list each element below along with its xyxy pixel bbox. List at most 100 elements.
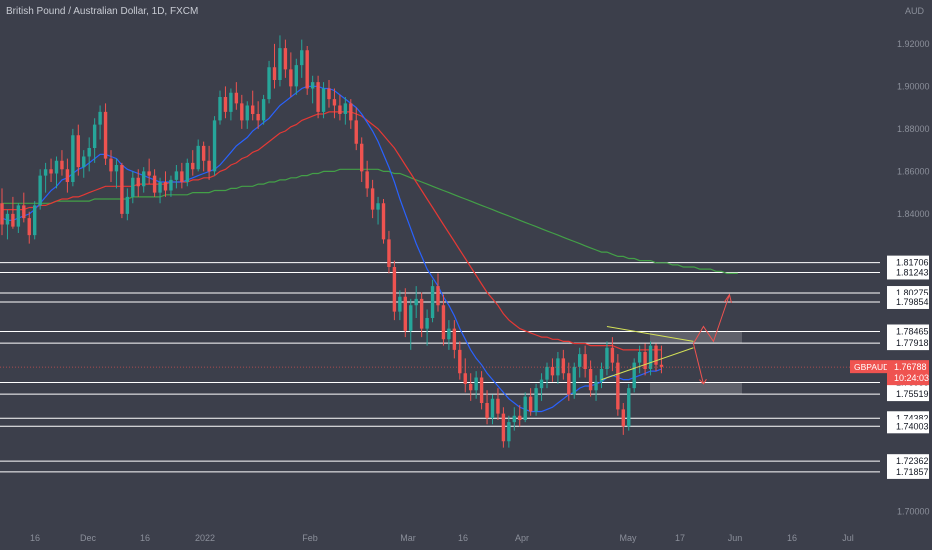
candle-body: [185, 162, 189, 182]
candle: [463, 358, 467, 393]
candle: [109, 150, 113, 182]
candle: [60, 150, 64, 176]
candle-body: [305, 50, 309, 89]
candle-body: [452, 328, 457, 350]
candle: [567, 362, 571, 401]
x-tick-label: Mar: [400, 533, 416, 543]
candle: [616, 354, 620, 416]
candle: [594, 375, 598, 401]
candle: [152, 169, 157, 197]
candle: [441, 294, 446, 346]
candle-body: [33, 205, 37, 236]
candle: [610, 337, 615, 372]
candle-body: [474, 377, 478, 391]
candle: [387, 230, 391, 274]
candle-body: [92, 124, 97, 148]
candle-body: [632, 362, 636, 389]
candle: [583, 345, 587, 378]
candle-body: [643, 352, 647, 369]
candle: [229, 88, 233, 121]
candle: [27, 211, 31, 244]
candle: [212, 116, 217, 176]
candle: [142, 167, 146, 193]
candle: [349, 99, 353, 129]
candle-body: [398, 296, 402, 312]
candle: [147, 158, 151, 185]
candle: [207, 145, 211, 180]
candle-body: [245, 105, 249, 121]
candle-body: [158, 182, 162, 193]
candle: [82, 150, 86, 178]
candle: [261, 94, 266, 125]
candle: [419, 292, 424, 338]
candle: [22, 192, 26, 223]
candle: [310, 75, 315, 104]
candle: [512, 407, 516, 431]
candle: [125, 188, 130, 221]
candle-body: [147, 171, 151, 176]
candle-body: [201, 145, 206, 161]
candle-body: [278, 48, 282, 80]
x-tick-label: 17: [675, 533, 685, 543]
level-price-tag: [887, 387, 929, 402]
candle-body: [207, 160, 211, 172]
candle-body: [27, 218, 31, 236]
x-tick-label: Dec: [80, 533, 97, 543]
candle: [11, 196, 15, 229]
candle: [430, 279, 435, 323]
chart-title: British Pound / Australian Dollar, 1D, F…: [6, 6, 199, 17]
candle-body: [463, 373, 467, 384]
candle-body: [469, 383, 473, 391]
candle-body: [300, 50, 304, 66]
candle: [485, 390, 489, 425]
candle-body: [82, 156, 86, 168]
x-tick-label: 16: [458, 533, 468, 543]
bullish-projection-arrow: [693, 294, 730, 344]
candle-body: [234, 92, 239, 104]
candle: [201, 141, 206, 172]
candle-body: [648, 345, 653, 369]
candle: [605, 341, 609, 376]
candle: [92, 118, 97, 163]
ma-fast-line: [1, 85, 662, 413]
candle: [479, 371, 484, 410]
candle: [659, 345, 664, 374]
candle-body: [0, 203, 4, 225]
candle: [234, 82, 239, 110]
candle: [174, 165, 179, 189]
candle: [436, 273, 440, 312]
candle-body: [599, 369, 604, 382]
candle: [327, 80, 331, 108]
candle: [87, 137, 91, 172]
candle: [561, 349, 566, 380]
candle-body: [583, 354, 587, 369]
candle: [452, 320, 457, 359]
level-price-label: 1.81706: [896, 258, 929, 268]
candle-body: [572, 366, 576, 395]
candle-body: [49, 169, 53, 174]
candle: [256, 101, 260, 129]
candle-body: [578, 354, 582, 367]
candle-body: [180, 171, 184, 182]
candle: [632, 358, 636, 393]
candle-body: [561, 358, 566, 374]
candle-body: [54, 160, 59, 174]
candle-body: [60, 160, 64, 170]
candle: [185, 158, 189, 187]
symbol-label: GBPAUD: [854, 362, 889, 372]
candle: [398, 290, 402, 321]
candle: [289, 52, 293, 97]
wedge-lower-line: [601, 347, 694, 381]
candle-body: [338, 105, 342, 114]
candle-body: [87, 148, 91, 157]
candle-body: [142, 171, 146, 187]
level-price-tag: [887, 464, 929, 479]
candle-body: [485, 403, 489, 418]
candle-body: [659, 364, 664, 367]
candle-body: [109, 158, 113, 172]
candle-body: [103, 111, 108, 159]
candle-body: [5, 213, 10, 225]
x-tick-label: Apr: [515, 533, 529, 543]
